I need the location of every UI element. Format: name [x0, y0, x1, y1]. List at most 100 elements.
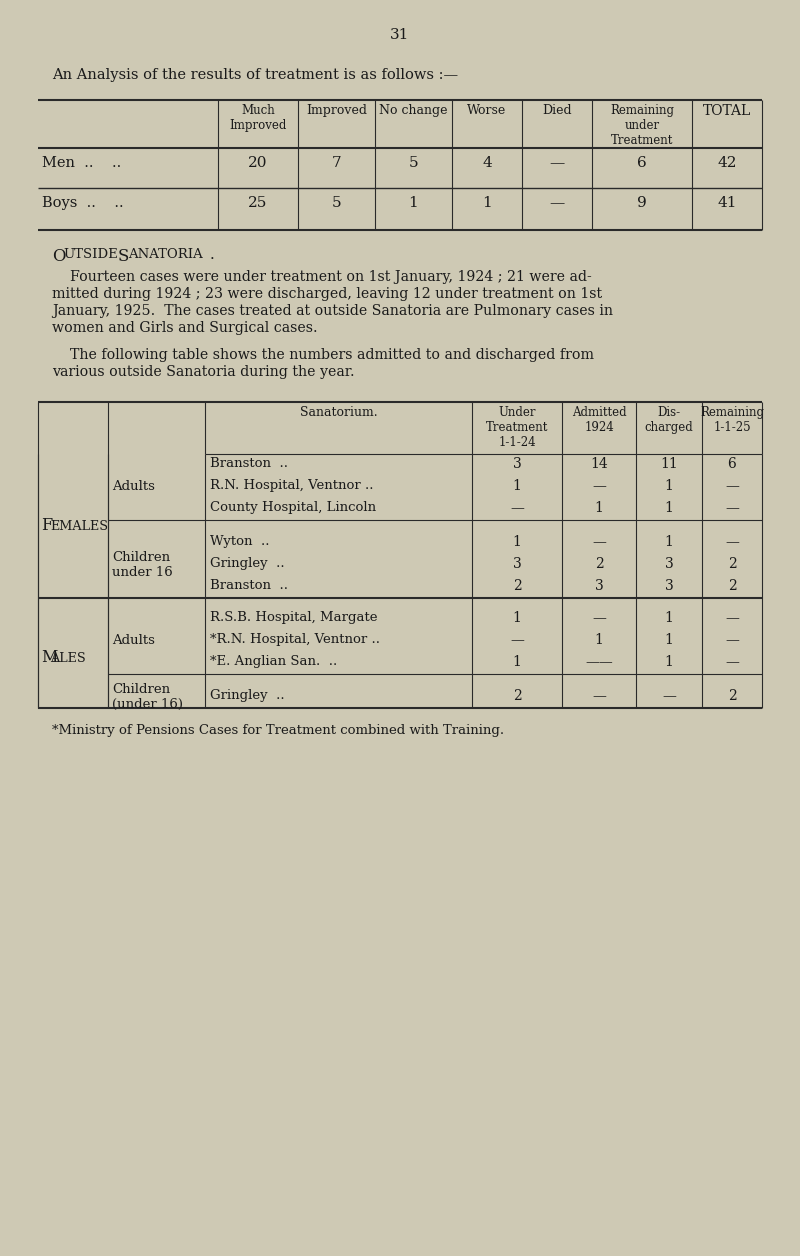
Text: Under
Treatment
1-1-24: Under Treatment 1-1-24 [486, 406, 548, 448]
Text: An Analysis of the results of treatment is as follows :—: An Analysis of the results of treatment … [52, 68, 458, 82]
Text: 1: 1 [665, 633, 674, 647]
Text: —: — [725, 535, 739, 549]
Text: No change: No change [379, 104, 448, 117]
Text: Died: Died [542, 104, 572, 117]
Text: 4: 4 [482, 156, 492, 170]
Text: various outside Sanatoria during the year.: various outside Sanatoria during the yea… [52, 365, 354, 379]
Text: Remaining
under
Treatment: Remaining under Treatment [610, 104, 674, 147]
Text: —: — [550, 156, 565, 170]
Text: 1: 1 [665, 501, 674, 515]
Text: 1: 1 [482, 196, 492, 210]
Text: 14: 14 [590, 457, 608, 471]
Text: 41: 41 [718, 196, 737, 210]
Text: 3: 3 [665, 579, 674, 593]
Text: TOTAL: TOTAL [703, 104, 751, 118]
Text: Admitted
1924: Admitted 1924 [572, 406, 626, 435]
Text: 1: 1 [665, 535, 674, 549]
Text: Adults: Adults [112, 481, 155, 494]
Text: R.S.B. Hospital, Margate: R.S.B. Hospital, Margate [210, 610, 378, 624]
Text: Gringley  ..: Gringley .. [210, 556, 285, 570]
Text: 42: 42 [718, 156, 737, 170]
Text: —: — [725, 654, 739, 669]
Text: 9: 9 [637, 196, 647, 210]
Text: 1: 1 [665, 479, 674, 494]
Text: *R.N. Hospital, Ventnor ..: *R.N. Hospital, Ventnor .. [210, 633, 380, 646]
Text: Wyton  ..: Wyton .. [210, 535, 270, 548]
Text: —: — [725, 479, 739, 494]
Text: F: F [41, 517, 52, 535]
Text: mitted during 1924 ; 23 were discharged, leaving 12 under treatment on 1st: mitted during 1924 ; 23 were discharged,… [52, 288, 602, 301]
Text: 3: 3 [594, 579, 603, 593]
Text: —: — [592, 610, 606, 625]
Text: .: . [210, 247, 214, 263]
Text: 5: 5 [409, 156, 418, 170]
Text: EMALES: EMALES [50, 520, 108, 533]
Text: 2: 2 [728, 690, 736, 703]
Text: O: O [52, 247, 66, 265]
Text: *E. Anglian San.  ..: *E. Anglian San. .. [210, 654, 338, 668]
Text: 1: 1 [513, 479, 522, 494]
Text: January, 1925.  The cases treated at outside Sanatoria are Pulmonary cases in: January, 1925. The cases treated at outs… [52, 304, 613, 318]
Text: 7: 7 [332, 156, 342, 170]
Text: ALES: ALES [50, 652, 86, 664]
Text: —: — [550, 196, 565, 210]
Text: Much
Improved: Much Improved [230, 104, 286, 132]
Text: —: — [592, 479, 606, 494]
Text: 11: 11 [660, 457, 678, 471]
Text: Men  ..    ..: Men .. .. [42, 156, 122, 170]
Text: 2: 2 [513, 579, 522, 593]
Text: 1: 1 [594, 633, 603, 647]
Text: 31: 31 [390, 28, 410, 41]
Text: —: — [725, 501, 739, 515]
Text: 2: 2 [728, 579, 736, 593]
Text: —: — [592, 690, 606, 703]
Text: 2: 2 [594, 556, 603, 571]
Text: 3: 3 [513, 457, 522, 471]
Text: —: — [662, 690, 676, 703]
Text: —: — [510, 633, 524, 647]
Text: S: S [118, 247, 130, 265]
Text: 3: 3 [513, 556, 522, 571]
Text: ——: —— [585, 654, 613, 669]
Text: 1: 1 [513, 610, 522, 625]
Text: 20: 20 [248, 156, 268, 170]
Text: Children
(under 16): Children (under 16) [112, 683, 183, 711]
Text: —: — [725, 633, 739, 647]
Text: 3: 3 [665, 556, 674, 571]
Text: Branston  ..: Branston .. [210, 457, 288, 470]
Text: 1: 1 [665, 654, 674, 669]
Text: —: — [510, 501, 524, 515]
Text: —: — [592, 535, 606, 549]
Text: M: M [41, 649, 58, 667]
Text: 2: 2 [728, 556, 736, 571]
Text: Dis-
charged: Dis- charged [645, 406, 694, 435]
Text: 1: 1 [409, 196, 418, 210]
Text: Fourteen cases were under treatment on 1st January, 1924 ; 21 were ad-: Fourteen cases were under treatment on 1… [52, 270, 592, 284]
Text: 1: 1 [513, 654, 522, 669]
Text: 6: 6 [637, 156, 647, 170]
Text: Gringley  ..: Gringley .. [210, 690, 285, 702]
Text: The following table shows the numbers admitted to and discharged from: The following table shows the numbers ad… [52, 348, 594, 362]
Text: 6: 6 [728, 457, 736, 471]
Text: —: — [725, 610, 739, 625]
Text: 2: 2 [513, 690, 522, 703]
Text: Worse: Worse [467, 104, 506, 117]
Text: Sanatorium.: Sanatorium. [300, 406, 378, 420]
Text: Remaining
1-1-25: Remaining 1-1-25 [700, 406, 764, 435]
Text: 1: 1 [665, 610, 674, 625]
Text: *Ministry of Pensions Cases for Treatment combined with Training.: *Ministry of Pensions Cases for Treatmen… [52, 723, 504, 737]
Text: Adults: Adults [112, 634, 155, 648]
Text: Branston  ..: Branston .. [210, 579, 288, 592]
Text: UTSIDE: UTSIDE [63, 247, 118, 261]
Text: women and Girls and Surgical cases.: women and Girls and Surgical cases. [52, 322, 318, 335]
Text: 1: 1 [594, 501, 603, 515]
Text: ANATORIA: ANATORIA [128, 247, 202, 261]
Text: 1: 1 [513, 535, 522, 549]
Text: Boys  ..    ..: Boys .. .. [42, 196, 124, 210]
Text: 25: 25 [248, 196, 268, 210]
Text: 5: 5 [332, 196, 342, 210]
Text: Children
under 16: Children under 16 [112, 551, 173, 579]
Text: Improved: Improved [306, 104, 367, 117]
Text: County Hospital, Lincoln: County Hospital, Lincoln [210, 501, 376, 514]
Text: R.N. Hospital, Ventnor ..: R.N. Hospital, Ventnor .. [210, 479, 374, 492]
